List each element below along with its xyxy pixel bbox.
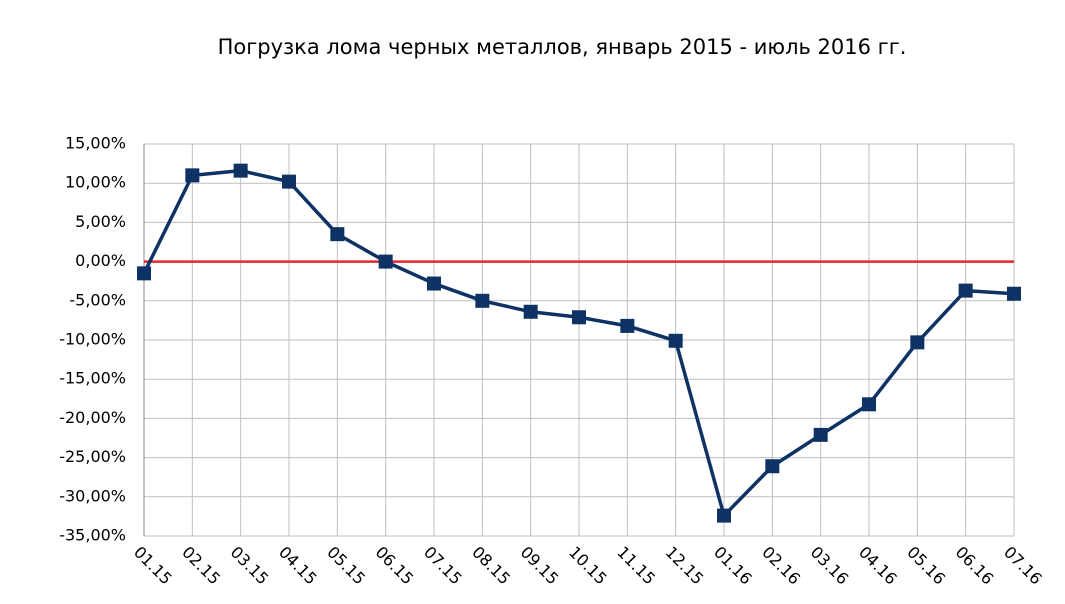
data-point (378, 254, 393, 269)
y-tick-label: -25,00% (59, 447, 126, 466)
y-tick-label: -20,00% (59, 408, 126, 427)
x-tick-label: 02.16 (758, 543, 804, 589)
chart-title: Погрузка лома черных металлов, январь 20… (218, 35, 907, 59)
data-point (813, 427, 828, 442)
data-point (717, 508, 731, 523)
data-point (668, 333, 683, 348)
data-point (862, 397, 876, 412)
data-point (330, 227, 345, 242)
x-tick-label: 08.15 (468, 543, 514, 589)
data-point (282, 174, 296, 189)
data-point (233, 163, 248, 178)
y-tick-label: 15,00% (65, 134, 126, 153)
x-tick-label: 04.16 (855, 543, 901, 589)
x-tick-label: 03.15 (227, 543, 273, 589)
data-point (958, 283, 973, 298)
x-tick-label: 02.15 (178, 543, 224, 589)
x-tick-label: 03.16 (807, 543, 853, 589)
x-tick-label: 06.16 (952, 543, 998, 589)
data-point (523, 304, 538, 319)
y-tick-label: -15,00% (59, 369, 126, 388)
y-tick-label: -10,00% (59, 330, 126, 349)
data-point (910, 335, 925, 350)
data-point (427, 276, 441, 291)
data-point (137, 266, 151, 281)
y-tick-label: -5,00% (69, 290, 126, 309)
data-point (1007, 286, 1021, 301)
data-point (185, 168, 200, 183)
x-tick-label: 09.15 (517, 543, 563, 589)
y-tick-label: 10,00% (65, 173, 126, 192)
y-tick-label: 5,00% (75, 212, 126, 231)
x-tick-label: 01.15 (130, 543, 176, 589)
x-tick-label: 07.16 (1000, 543, 1046, 589)
y-tick-label: -35,00% (59, 526, 126, 545)
data-point (765, 459, 780, 474)
x-tick-label: 05.16 (903, 543, 949, 589)
data-point (475, 293, 490, 308)
x-tick-label: 10.15 (565, 543, 611, 589)
x-tick-label: 11.15 (613, 543, 659, 589)
data-point (572, 310, 586, 325)
x-tick-label: 04.15 (275, 543, 321, 589)
y-tick-label: -30,00% (59, 486, 126, 505)
data-point (620, 318, 635, 333)
y-tick-label: 0,00% (75, 251, 126, 270)
x-tick-label: 06.15 (372, 543, 418, 589)
x-tick-label: 07.15 (420, 543, 466, 589)
x-tick-label: 05.15 (323, 543, 369, 589)
x-tick-label: 12.15 (662, 543, 708, 589)
x-tick-label: 01.16 (710, 543, 756, 589)
